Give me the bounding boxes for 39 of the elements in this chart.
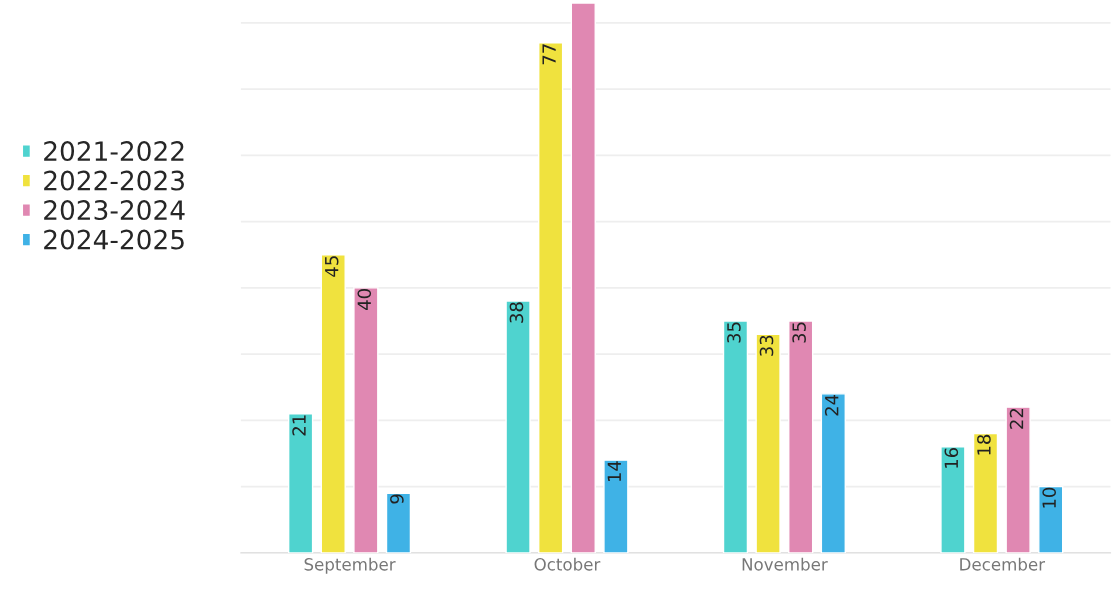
data-label: 40 bbox=[357, 289, 372, 310]
bar bbox=[722, 320, 749, 553]
x-tick-label: September bbox=[304, 557, 396, 574]
legend-label: 2022-2023 bbox=[44, 170, 184, 191]
bar bbox=[755, 333, 781, 553]
bar bbox=[538, 42, 564, 553]
bar bbox=[603, 459, 629, 553]
bar bbox=[1005, 406, 1031, 553]
legend-label: 2023-2024 bbox=[44, 200, 185, 221]
data-label: 35 bbox=[792, 322, 806, 343]
bar bbox=[570, 3, 596, 553]
data-label: 24 bbox=[824, 394, 839, 416]
data-label: 9 bbox=[390, 494, 404, 504]
data-label: 35 bbox=[727, 322, 741, 343]
x-tick-label: December bbox=[960, 557, 1046, 571]
bar bbox=[972, 432, 999, 553]
bar bbox=[1038, 485, 1064, 553]
bar bbox=[820, 393, 846, 553]
data-label: 10 bbox=[1042, 487, 1056, 508]
bar bbox=[940, 446, 966, 553]
bar bbox=[320, 254, 346, 553]
data-label: 22 bbox=[1009, 408, 1024, 429]
data-label: 14 bbox=[607, 461, 621, 482]
bar bbox=[353, 287, 379, 553]
data-label: 38 bbox=[509, 302, 524, 323]
data-label: 45 bbox=[325, 256, 339, 277]
x-tick-label: October bbox=[534, 557, 601, 571]
data-label: 16 bbox=[944, 448, 959, 468]
data-label: 18 bbox=[977, 434, 991, 455]
bar bbox=[505, 300, 531, 553]
legend-label: 2021-2022 bbox=[44, 141, 184, 162]
x-tick-label: November bbox=[742, 557, 828, 571]
legend-label: 2024-2025 bbox=[44, 229, 184, 250]
data-label: 77 bbox=[542, 44, 556, 65]
bar bbox=[385, 492, 412, 553]
data-label: 33 bbox=[759, 335, 774, 356]
bar bbox=[287, 413, 314, 553]
data-label: 21 bbox=[292, 415, 306, 436]
bar bbox=[788, 320, 814, 553]
